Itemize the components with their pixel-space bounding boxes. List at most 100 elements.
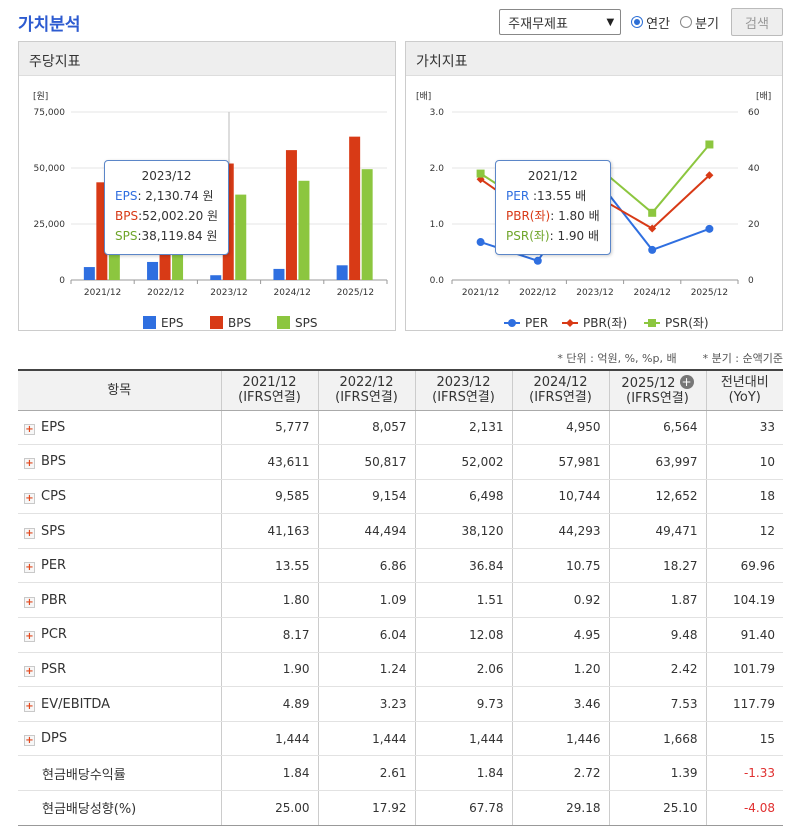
table-cell: -1.33: [706, 755, 783, 792]
x-tick-label: 2023/12: [210, 288, 247, 298]
bar-sps: [361, 169, 373, 280]
table-cell: 104.19: [706, 582, 783, 619]
legend-label: PBR(좌): [583, 316, 627, 330]
tooltip-title: 2023/12: [141, 169, 192, 183]
search-button[interactable]: 검색: [731, 8, 783, 36]
header-col-yoy: 전년대비 (YoY): [706, 369, 783, 411]
table-cell: 8.17: [221, 617, 319, 653]
expand-plus-icon[interactable]: +: [24, 735, 35, 747]
bar-bps: [349, 136, 361, 280]
row-label[interactable]: + PSR: [18, 652, 222, 688]
radio-selected-icon: [631, 16, 644, 28]
tooltip-title: 2021/12: [527, 169, 578, 183]
table-cell: 18.27: [609, 548, 707, 584]
table-cell: 1,446: [512, 721, 610, 757]
bar-eps: [83, 267, 95, 280]
table-row: + PER 13.55 6.86 36.84 10.75 18.27 69.96: [18, 548, 783, 584]
expand-plus-icon[interactable]: +: [24, 700, 35, 712]
bar-bps: [96, 182, 108, 280]
table-cell: 12,652: [609, 479, 707, 515]
table-row: + CPS 9,585 9,154 6,498 10,744 12,652 18: [18, 479, 783, 515]
table-cell: 117.79: [706, 686, 783, 722]
bar-eps: [273, 268, 285, 280]
table-cell: 69.96: [706, 548, 783, 584]
tooltip-row-bps: BPS:52,002.20 원: [115, 209, 219, 223]
table-cell: 36.84: [415, 548, 513, 584]
legend-marker: [508, 319, 516, 327]
table-cell: 1,668: [609, 721, 707, 757]
x-tick-label: 2024/12: [274, 288, 311, 298]
x-tick-label: 2022/12: [519, 288, 556, 298]
header-col: 2023/12 (IFRS연결): [415, 369, 513, 411]
page-title: 가치분석: [18, 15, 81, 35]
point-psr: [476, 169, 485, 178]
bar-eps: [147, 261, 159, 280]
table-cell: 1.87: [609, 582, 707, 619]
table-cell: 2.06: [415, 652, 513, 688]
point-per: [648, 245, 657, 254]
expand-plus-icon[interactable]: +: [24, 527, 35, 539]
row-label[interactable]: + PCR: [18, 617, 222, 653]
row-label[interactable]: + BPS: [18, 444, 222, 480]
tooltip-row-sps: SPS:38,119.84 원: [115, 229, 218, 243]
y-tick-label: 50,000: [34, 164, 66, 174]
row-label[interactable]: + PER: [18, 548, 222, 584]
table-cell: 38,120: [415, 513, 513, 549]
table-cell: 44,293: [512, 513, 610, 549]
radio-unselected-icon: [680, 16, 693, 28]
table-header-row: 항목 2021/12 (IFRS연결) 2022/12 (IFRS연결) 2023/…: [18, 369, 783, 411]
point-pbr: [648, 224, 657, 233]
table-cell: 9,154: [318, 479, 416, 515]
table-cell: 63,997: [609, 444, 707, 480]
add-column-icon[interactable]: +: [679, 374, 694, 389]
table-cell: 1.80: [221, 582, 319, 619]
unit-note: * 단위 : 억원, %, %p, 배: [557, 352, 677, 365]
expand-plus-icon[interactable]: +: [24, 665, 35, 677]
table-cell: 25.10: [609, 790, 707, 826]
expand-plus-icon[interactable]: +: [24, 458, 35, 470]
row-label[interactable]: + PBR: [18, 582, 222, 619]
row-label[interactable]: + EPS: [18, 410, 222, 446]
legend-swatch: [210, 316, 223, 329]
table-cell: 9.48: [609, 617, 707, 653]
row-label[interactable]: + CPS: [18, 479, 222, 515]
expand-plus-icon[interactable]: +: [24, 596, 35, 608]
table-cell: 2.72: [512, 755, 610, 792]
table-cell: 33: [706, 410, 783, 446]
table-cell: 1.51: [415, 582, 513, 619]
statement-select[interactable]: 주재무제표 ▼: [499, 9, 622, 35]
table-row: 현금배당수익률 1.84 2.61 1.84 2.72 1.39 -1.33: [18, 755, 783, 792]
header-col: 2022/12 (IFRS연결): [318, 369, 416, 411]
table-cell: 29.18: [512, 790, 610, 826]
table-cell: 43,611: [221, 444, 319, 480]
y-tick-label: 75,000: [34, 108, 66, 118]
x-tick-label: 2021/12: [462, 288, 499, 298]
row-label[interactable]: + EV/EBITDA: [18, 686, 222, 722]
row-label: 현금배당수익률: [18, 755, 222, 792]
row-label: 현금배당성향(%): [18, 790, 222, 826]
row-label[interactable]: + SPS: [18, 513, 222, 549]
expand-plus-icon[interactable]: +: [24, 631, 35, 643]
bar-eps: [210, 275, 222, 280]
table-cell: 41,163: [221, 513, 319, 549]
expand-plus-icon[interactable]: +: [24, 492, 35, 504]
table-cell: 18: [706, 479, 783, 515]
tooltip-row-pbr: PBR(좌): 1.80 배: [506, 209, 600, 223]
radio-quarter[interactable]: 분기: [680, 13, 719, 32]
x-tick-label: 2021/12: [84, 288, 121, 298]
table-cell: 2.61: [318, 755, 416, 792]
valuation-panel: 가치지표 [배] [배] 3.0 60 2.0 40 1.0 20 0.0 0 2021/12 202…: [405, 41, 783, 331]
table-cell: 52,002: [415, 444, 513, 480]
statement-select-value: 주재무제표: [508, 16, 568, 32]
per-share-panel-title: 주당지표: [19, 42, 395, 76]
y-tick-label: 0: [59, 276, 65, 286]
expand-plus-icon[interactable]: +: [24, 562, 35, 574]
expand-plus-icon[interactable]: +: [24, 423, 35, 435]
y-left-tick-label: 3.0: [430, 108, 445, 118]
bar-bps: [285, 150, 297, 280]
row-label[interactable]: + DPS: [18, 721, 222, 757]
tooltip-row-per: PER :13.55 배: [506, 189, 587, 203]
radio-annual[interactable]: 연간: [631, 13, 670, 32]
y-axis-left-label: [배]: [416, 91, 431, 102]
header-col: 2021/12 (IFRS연결): [221, 369, 319, 411]
